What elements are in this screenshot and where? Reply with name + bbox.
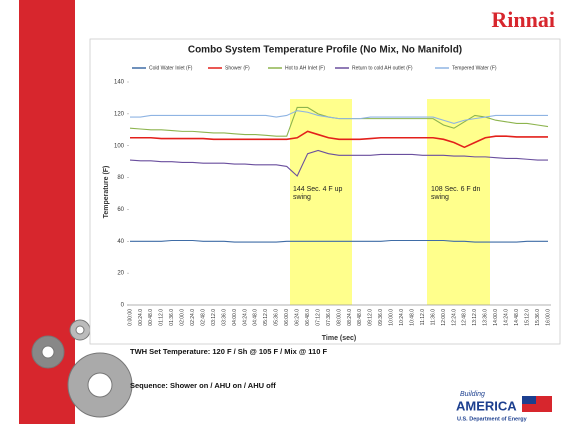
x-tick-label: 11:12.0 — [420, 309, 426, 326]
x-tick-label: 08:24.0 — [347, 309, 353, 326]
note: Sequence: Shower on / AHU on / AHU off — [130, 381, 276, 390]
x-tick-label: 12:00.0 — [441, 309, 447, 326]
y-tick-label: 20 — [117, 271, 124, 277]
y-tick-label: 120 — [114, 111, 125, 117]
x-tick-label: 09:36.0 — [378, 309, 384, 326]
annotation-box: 108 Sec. 6 F dn swing — [431, 186, 481, 201]
x-tick-label: 01:36.0 — [169, 309, 175, 326]
footer-logo-sub: U.S. Department of Energy — [457, 416, 528, 422]
x-tick-label: 14:48.0 — [514, 309, 520, 326]
legend-label: Hot to AH Inlet (F) — [285, 65, 325, 71]
x-tick-label: 09:12.0 — [368, 309, 374, 326]
annotation: 144 Sec. 4 F up swing — [293, 186, 343, 201]
x-tick-label: 10:00.0 — [389, 309, 395, 326]
flag-graphic — [522, 396, 536, 404]
legend-label: Shower (F) — [225, 65, 250, 71]
highlight-region — [427, 99, 490, 305]
x-tick-label: 02:00.0 — [180, 309, 186, 326]
x-tick-label: 08:00.0 — [336, 309, 342, 326]
y-tick-label: 140 — [114, 80, 125, 86]
annotation: 108 Sec. 6 F dn swing — [431, 186, 481, 201]
y-axis-title: Temperature (F) — [103, 166, 110, 219]
x-tick-label: 08:48.0 — [357, 309, 363, 326]
x-tick-label: 04:24.0 — [242, 309, 248, 326]
x-tick-label: 06:24.0 — [295, 309, 301, 326]
legend-label: Cold Water Inlet (F) — [149, 65, 193, 71]
x-tick-label: 0:00:00 — [127, 309, 133, 326]
x-tick-label: 04:48.0 — [253, 309, 259, 326]
x-tick-label: 13:36.0 — [483, 309, 489, 326]
x-tick-label: 05:12.0 — [263, 309, 269, 326]
x-tick-label: 04:00.0 — [232, 309, 238, 326]
x-tick-label: 12:24.0 — [451, 309, 457, 326]
x-tick-label: 13:12.0 — [472, 309, 478, 326]
series-line — [130, 110, 548, 124]
x-tick-label: 05:36.0 — [274, 309, 280, 326]
x-tick-label: 06:00.0 — [284, 309, 290, 326]
x-tick-label: 07:36.0 — [326, 309, 332, 326]
y-tick-label: 100 — [114, 143, 125, 149]
series-line — [130, 130, 548, 149]
note: TWH Set Temperature: 120 F / Sh @ 105 F … — [130, 347, 327, 356]
x-tick-label: 10:24.0 — [399, 309, 405, 326]
y-tick-label: 40 — [117, 239, 124, 245]
series-line — [129, 149, 548, 177]
footer-logo: Building AMERICA U.S. Department of Ener… — [456, 391, 552, 422]
x-tick-label: 07:12.0 — [315, 309, 321, 326]
x-tick-label: 02:24.0 — [190, 309, 196, 326]
highlight-region — [290, 99, 352, 305]
x-tick-label: 00:48.0 — [148, 309, 154, 326]
x-tick-label: 15:12.0 — [524, 309, 530, 326]
x-axis-title: Time (sec) — [322, 335, 357, 342]
logo: Rinnai — [491, 7, 555, 32]
series-line — [130, 239, 548, 243]
footer-logo-text: AMERICA — [456, 398, 517, 413]
x-tick-label: 00:24.0 — [138, 309, 144, 326]
x-tick-label: 14:00.0 — [493, 309, 499, 326]
x-tick-label: 03:36.0 — [221, 309, 227, 326]
y-tick-label: 80 — [117, 175, 124, 181]
x-tick-label: 01:12.0 — [159, 309, 165, 326]
x-tick-label: 10:48.0 — [409, 309, 415, 326]
x-tick-label: 15:36.0 — [535, 309, 541, 326]
x-tick-label: 14:24.0 — [504, 309, 510, 326]
x-tick-label: 16:00.0 — [545, 309, 551, 326]
x-tick-label: 03:12.0 — [211, 309, 217, 326]
x-tick-label: 06:48.0 — [305, 309, 311, 326]
legend-label: Tempered Water (F) — [452, 65, 497, 71]
gears — [31, 319, 133, 418]
legend-label: Return to cold AH outlet (F) — [352, 65, 413, 71]
y-tick-label: 0 — [121, 303, 125, 309]
x-tick-label: 02:48.0 — [200, 309, 206, 326]
chart-title: Combo System Temperature Profile (No Mix… — [188, 45, 462, 56]
x-tick-label: 12:48.0 — [462, 309, 468, 326]
y-tick-label: 60 — [117, 207, 124, 213]
footer-logo-script: Building — [460, 391, 485, 398]
annotation-box: 144 Sec. 4 F up swing — [293, 186, 343, 201]
x-tick-label: 11:36.0 — [430, 309, 436, 326]
